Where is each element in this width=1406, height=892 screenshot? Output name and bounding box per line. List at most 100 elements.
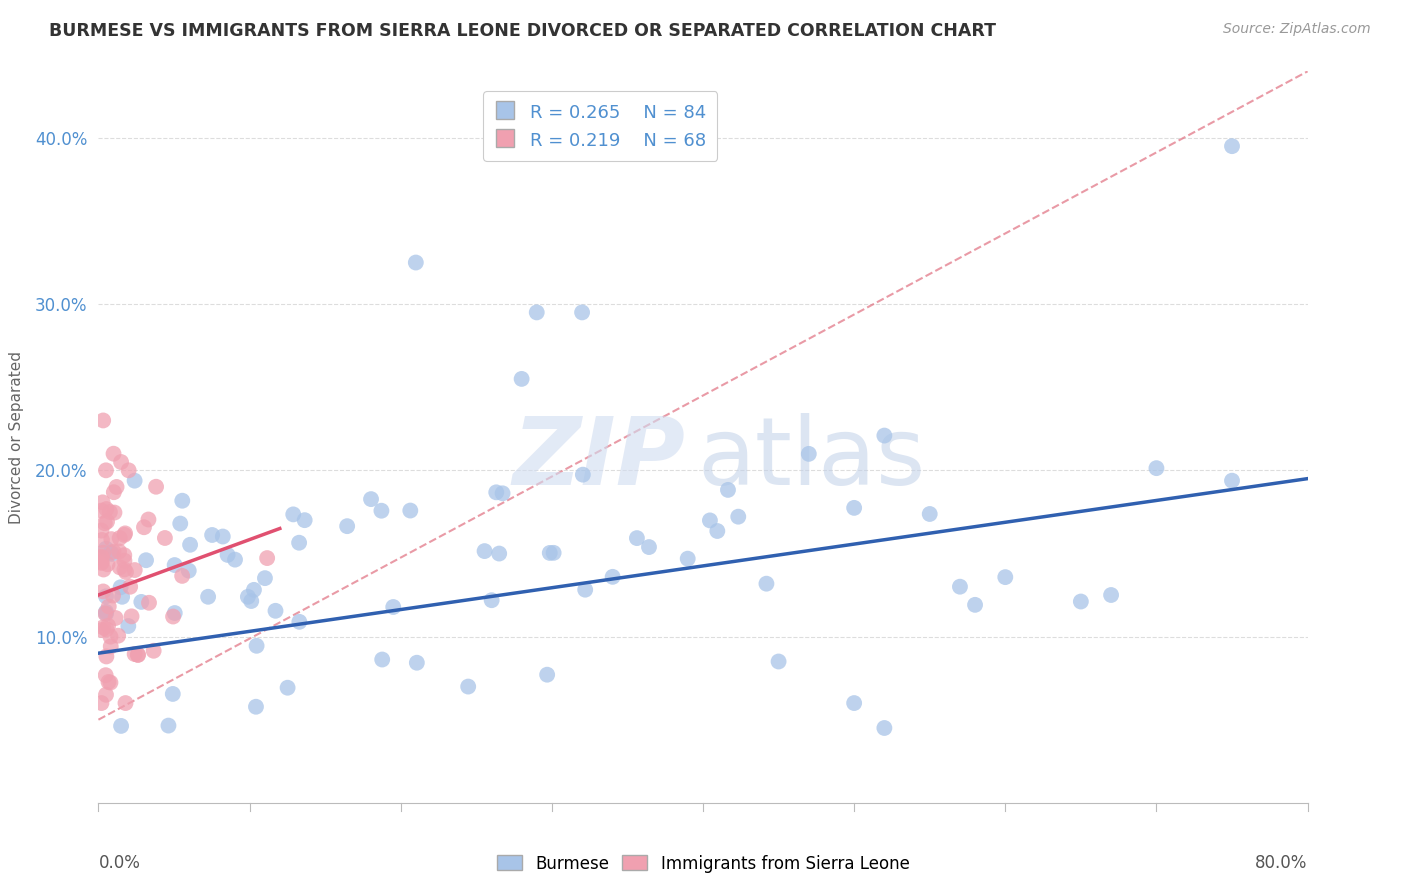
Point [124, 474, 146, 488]
Point [536, 667, 558, 681]
Point [101, 589, 124, 603]
Point [90, 555, 112, 569]
Point [97, 674, 120, 689]
Point [132, 520, 155, 534]
Text: Source: ZipAtlas.com: Source: ZipAtlas.com [1223, 22, 1371, 37]
Point [153, 531, 176, 545]
Point [103, 545, 125, 559]
Point [104, 611, 127, 625]
Point [240, 594, 263, 608]
Point [114, 526, 136, 541]
Text: 0.0%: 0.0% [98, 854, 141, 872]
Point [236, 590, 259, 604]
Point [105, 480, 128, 494]
Point [399, 503, 422, 517]
Point [717, 483, 740, 497]
Point [288, 535, 311, 549]
Point [485, 485, 508, 500]
Point [873, 721, 896, 735]
Point [90, 556, 112, 570]
Point [138, 512, 160, 526]
Point [169, 516, 191, 531]
Point [211, 529, 233, 543]
Point [873, 428, 896, 442]
Point [918, 507, 941, 521]
Point [965, 598, 987, 612]
Point [94, 668, 117, 682]
Point [538, 546, 561, 560]
Point [510, 372, 533, 386]
Point [526, 305, 548, 319]
Point [100, 630, 122, 644]
Point [127, 648, 149, 662]
Point [360, 492, 382, 507]
Point [602, 570, 624, 584]
Point [755, 576, 778, 591]
Point [768, 655, 790, 669]
Point [96, 502, 118, 516]
Point [108, 560, 131, 574]
Point [370, 504, 392, 518]
Point [163, 558, 186, 572]
Point [294, 513, 316, 527]
Point [96, 622, 118, 636]
Point [949, 580, 972, 594]
Point [108, 531, 131, 545]
Text: atlas: atlas [697, 413, 925, 505]
Point [163, 606, 186, 620]
Point [96, 649, 118, 664]
Point [127, 648, 149, 662]
Point [172, 493, 194, 508]
Point [94, 463, 117, 477]
Point [243, 582, 266, 597]
Point [844, 696, 866, 710]
Point [543, 546, 565, 560]
Point [197, 590, 219, 604]
Point [90, 696, 112, 710]
Point [288, 615, 311, 629]
Point [100, 546, 122, 560]
Point [103, 447, 125, 461]
Point [121, 609, 143, 624]
Point [797, 447, 820, 461]
Point [94, 607, 117, 621]
Point [110, 455, 132, 469]
Point [112, 562, 135, 576]
Point [256, 551, 278, 566]
Point [103, 485, 125, 500]
Point [114, 554, 136, 568]
Point [100, 532, 122, 546]
Text: 80.0%: 80.0% [1256, 854, 1308, 872]
Point [94, 688, 117, 702]
Point [264, 604, 287, 618]
Point [488, 547, 510, 561]
Point [124, 563, 146, 577]
Point [1144, 461, 1167, 475]
Point [283, 508, 305, 522]
Point [574, 582, 596, 597]
Point [91, 533, 114, 547]
Point [131, 595, 153, 609]
Point [382, 599, 405, 614]
Point [90, 623, 112, 637]
Point [111, 590, 134, 604]
Point [90, 549, 112, 564]
Point [245, 699, 267, 714]
Point [101, 547, 124, 561]
Point [90, 503, 112, 517]
Point [638, 540, 661, 554]
Point [91, 620, 114, 634]
Point [94, 541, 117, 556]
Point [177, 564, 200, 578]
Point [117, 619, 139, 633]
Point [145, 480, 167, 494]
Point [179, 538, 201, 552]
Point [1099, 588, 1122, 602]
Point [405, 656, 427, 670]
Point [112, 528, 135, 542]
Point [120, 580, 142, 594]
Legend: R = 0.265    N = 84, R = 0.219    N = 68: R = 0.265 N = 84, R = 0.219 N = 68 [484, 91, 717, 161]
Point [91, 495, 114, 509]
Point [91, 413, 114, 427]
Point [474, 544, 496, 558]
